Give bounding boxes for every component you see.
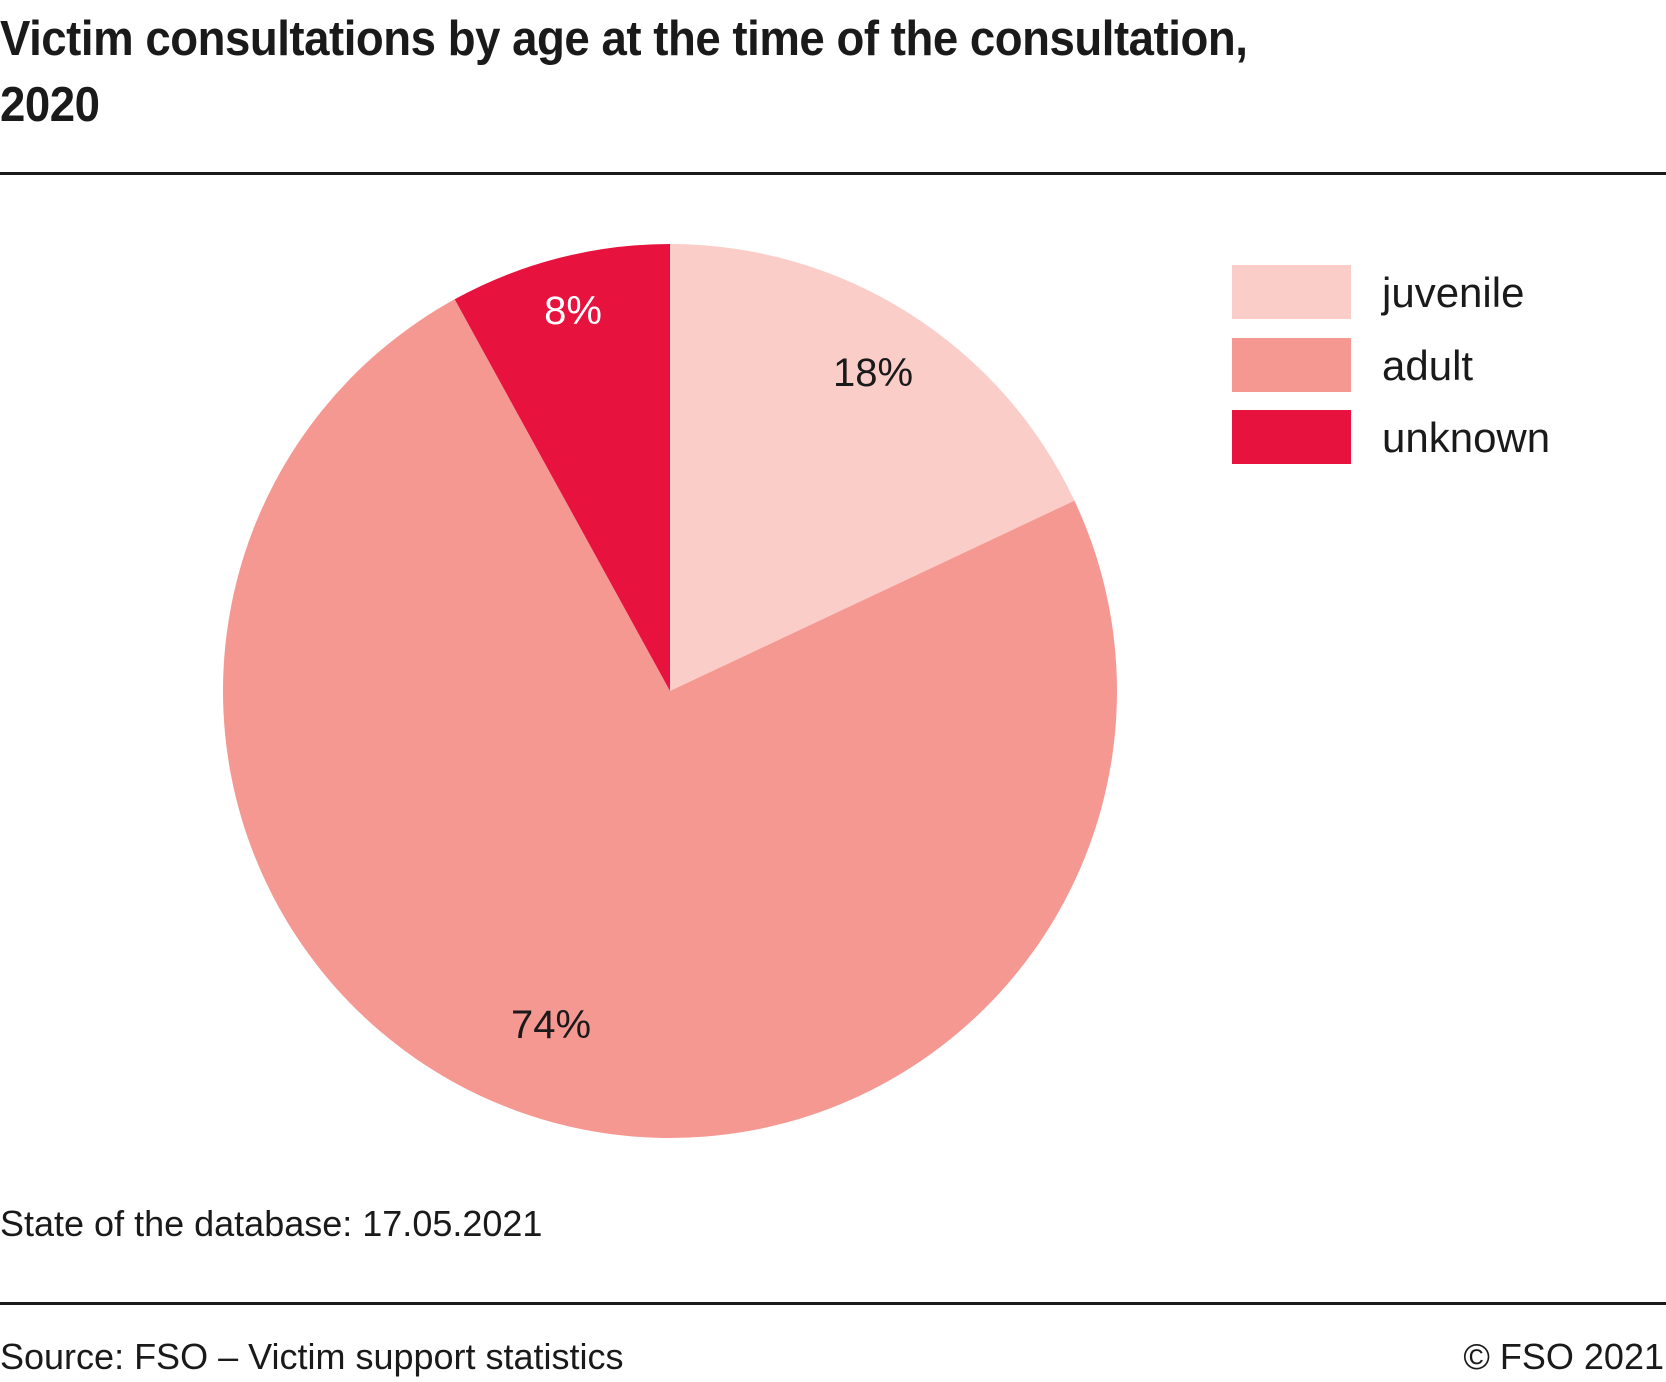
- top-divider: [0, 172, 1666, 175]
- pie-slice-juvenile: [670, 244, 1075, 691]
- legend-swatch-juvenile: [1232, 265, 1351, 319]
- pie-label-adult: 74%: [511, 1003, 591, 1047]
- chart-title-line-1: Victim consultations by age at the time …: [0, 12, 1248, 66]
- database-state-note: State of the database: 17.05.2021: [0, 1203, 543, 1244]
- chart-title: Victim consultations by age at the time …: [0, 6, 1549, 138]
- copyright-text: © FSO 2021: [1463, 1336, 1664, 1377]
- pie-slice-unknown: [454, 244, 670, 691]
- legend-swatch-adult: [1232, 338, 1351, 392]
- source-text: Source: FSO – Victim support statistics: [0, 1336, 624, 1377]
- legend-label-unknown: unknown: [1382, 414, 1551, 461]
- legend-label-juvenile: juvenile: [1382, 269, 1525, 316]
- chart-title-line-2: 2020: [0, 78, 100, 132]
- pie-slice-adult: [222, 299, 1117, 1139]
- pie-label-juvenile: 18%: [833, 351, 913, 395]
- legend-label-adult: adult: [1382, 342, 1474, 389]
- pie-label-unknown: 8%: [544, 289, 602, 333]
- bottom-divider: [0, 1302, 1666, 1305]
- legend-swatch-unknown: [1232, 410, 1351, 464]
